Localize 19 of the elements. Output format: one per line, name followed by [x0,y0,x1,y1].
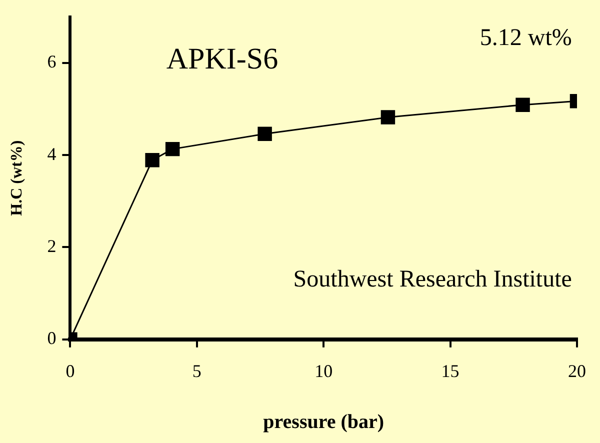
point [516,98,530,112]
x-tick-label: 5 [192,360,202,381]
x-tick-label: 15 [441,360,460,381]
y-tick-label: 2 [47,236,56,256]
y-tick-label: 4 [47,144,56,164]
x-axis-title: pressure (bar) [263,411,384,434]
point [380,110,396,124]
x-tick-label: 20 [568,360,586,381]
point [165,142,180,156]
y-axis-title: H.C (wt%) [8,140,26,216]
point [258,126,272,141]
annotation: Southwest Research Institute [293,266,572,293]
point [145,153,160,168]
annotation: APKI-S6 [166,42,278,76]
annotation: 5.12 wt% [480,24,572,51]
y-tick-label: 0 [47,328,56,348]
x-tick-label: 10 [314,360,333,381]
y-tick-label: 6 [47,52,56,72]
x-tick-label: 0 [66,360,75,381]
